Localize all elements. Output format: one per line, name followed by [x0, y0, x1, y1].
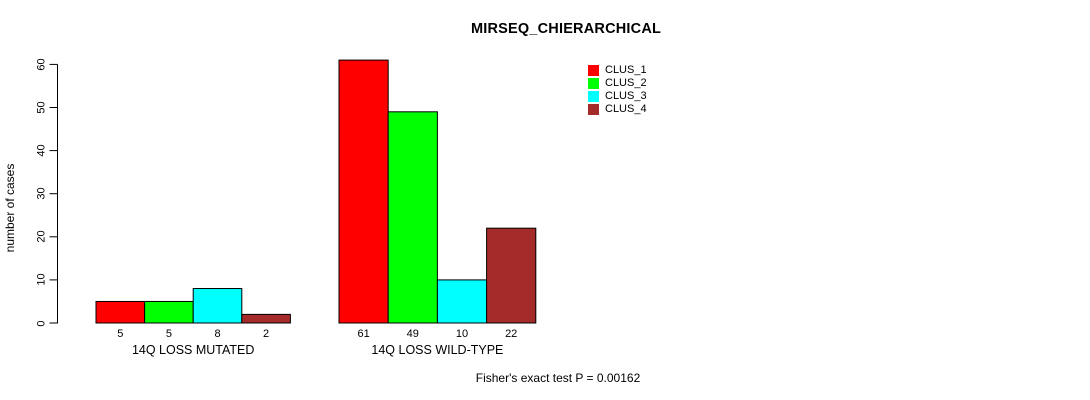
bar-value-label: 5 — [165, 328, 172, 340]
legend-entry: CLUS_2 — [588, 77, 647, 89]
legend-label: CLUS_1 — [605, 64, 647, 76]
bar-clus_1-2 — [338, 59, 389, 324]
legend-entry: CLUS_1 — [588, 64, 647, 76]
bar-value-label: 8 — [214, 328, 221, 340]
legend-swatch — [588, 90, 599, 102]
y-tick-label: 50 — [35, 101, 47, 114]
y-tick-label: 30 — [35, 187, 47, 200]
category-label: 14Q LOSS MUTATED — [131, 343, 255, 357]
legend-label: CLUS_3 — [605, 90, 647, 102]
bar-value-label: 10 — [455, 328, 469, 340]
legend-label: CLUS_4 — [605, 103, 647, 115]
legend-swatch — [588, 77, 599, 89]
y-tick-label: 40 — [35, 144, 47, 157]
bar-clus_4-1 — [241, 313, 291, 324]
bar-clus_4-2 — [486, 227, 537, 324]
bar-value-label: 2 — [263, 328, 270, 340]
bar-value-label: 5 — [117, 328, 124, 340]
legend-entry: CLUS_3 — [588, 90, 647, 102]
y-tick-label: 60 — [35, 58, 47, 71]
bar-clus_3-2 — [436, 279, 488, 324]
bar-clus_3-1 — [192, 288, 243, 324]
legend-swatch — [588, 64, 599, 76]
bar-value-label: 61 — [357, 328, 370, 340]
legend-swatch — [588, 103, 599, 115]
y-tick-label: 0 — [35, 319, 47, 327]
bar-value-label: 22 — [505, 328, 518, 340]
bar-value-label: 49 — [406, 328, 419, 340]
legend: CLUS_1 CLUS_2 CLUS_3 CLUS_4 — [588, 64, 647, 115]
category-label: 14Q LOSS WILD-TYPE — [371, 343, 504, 357]
legend-label: CLUS_2 — [605, 77, 647, 89]
bar-clus_1-1 — [95, 300, 146, 324]
bar-clus_2-2 — [387, 111, 438, 324]
fisher-test-annotation: Fisher's exact test P = 0.00162 — [475, 371, 641, 385]
y-tick-label: 20 — [35, 230, 47, 243]
legend-entry: CLUS_4 — [588, 103, 647, 115]
bar-clus_2-1 — [144, 300, 194, 324]
chart-title: MIRSEQ_CHIERARCHICAL — [470, 21, 662, 37]
y-tick-label: 10 — [35, 273, 47, 287]
